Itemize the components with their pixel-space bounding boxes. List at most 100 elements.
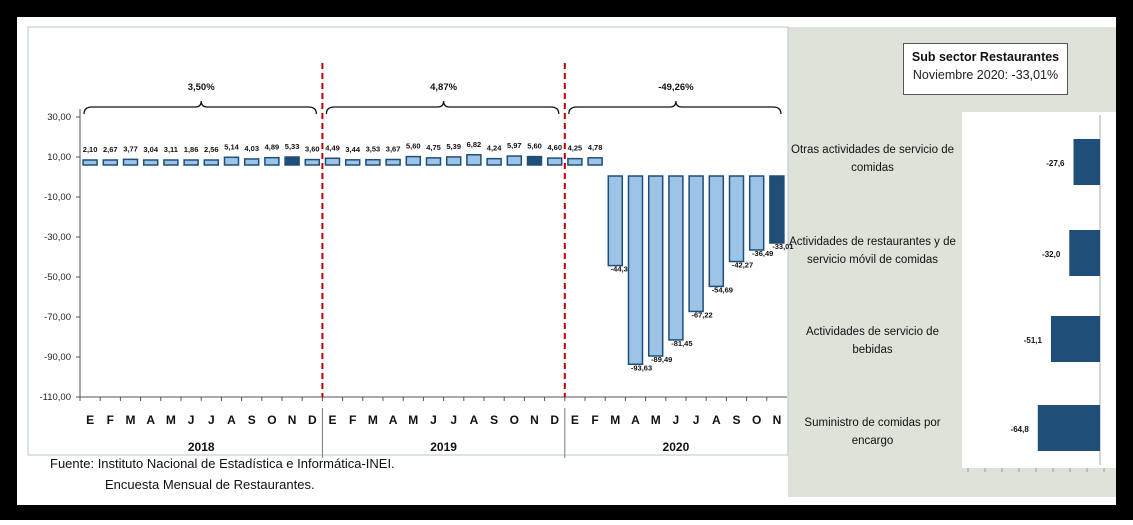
bar <box>163 159 179 166</box>
bar-value-label: 6,82 <box>467 140 482 149</box>
right-label-3-line2: encargo <box>851 435 894 447</box>
bar <box>425 157 442 166</box>
hbar <box>1050 316 1100 362</box>
bar <box>142 159 159 166</box>
month-label: M <box>610 413 620 427</box>
bar <box>688 175 704 313</box>
month-label: O <box>510 413 519 427</box>
bar-value-label: -33,01 <box>772 242 793 251</box>
bar-value-label: 3,60 <box>305 145 320 154</box>
year-annotation: 3,50% <box>188 82 215 93</box>
bar-value-label: 1,86 <box>184 145 199 154</box>
y-tick-label: -50,00 <box>44 272 71 283</box>
month-label: A <box>389 413 398 427</box>
hbar-value-label: -51,1 <box>1024 336 1043 345</box>
y-tick-label: -70,00 <box>44 312 71 323</box>
bar <box>668 175 684 341</box>
hbar <box>1073 139 1100 185</box>
year-brace <box>325 100 560 115</box>
month-label: N <box>773 413 782 427</box>
bar <box>344 159 361 166</box>
bar-value-label: 4,49 <box>325 143 340 152</box>
bar <box>526 155 543 166</box>
bar <box>567 157 583 166</box>
month-label: E <box>571 413 579 427</box>
bar-value-label: 4,24 <box>487 144 502 153</box>
bar-value-label: -93,63 <box>631 363 652 372</box>
month-label: A <box>712 413 721 427</box>
right-label-1-line1: Actividades de restaurantes y de <box>789 236 956 248</box>
left-chart-border <box>27 26 789 456</box>
right-label-2-line2: bebidas <box>852 344 893 356</box>
right-label-2: Actividades de servicio de bebidas <box>785 323 960 359</box>
bar-value-label: 4,75 <box>426 143 441 152</box>
month-label: A <box>470 413 479 427</box>
month-label: M <box>651 413 661 427</box>
y-tick-label: -10,00 <box>44 192 71 203</box>
bar <box>728 175 745 263</box>
y-tick-label: 30,00 <box>47 112 71 123</box>
month-label: J <box>693 413 700 427</box>
bar <box>183 159 199 166</box>
bar <box>647 175 664 357</box>
y-tick-label: -30,00 <box>44 232 71 243</box>
bar <box>445 156 462 166</box>
bar-value-label: 2,67 <box>103 145 118 154</box>
year-annotation: 4,87% <box>430 82 457 93</box>
bar <box>587 157 603 166</box>
right-label-2-line1: Actividades de servicio de <box>806 326 939 338</box>
annotation-subtitle: Noviembre 2020: -33,01% <box>912 68 1059 82</box>
month-label: A <box>227 413 236 427</box>
bar <box>304 158 321 166</box>
bar-value-label: -67,22 <box>691 310 712 319</box>
month-label: D <box>550 413 559 427</box>
bar <box>223 156 240 166</box>
hbar-value-label: -32,0 <box>1042 250 1061 259</box>
bar-value-label: 5,14 <box>224 142 239 151</box>
bar-value-label: 4,60 <box>547 143 562 152</box>
bar <box>748 175 765 251</box>
month-label: N <box>530 413 539 427</box>
bar <box>82 159 98 166</box>
bar <box>466 154 482 166</box>
bar-value-label: 4,89 <box>265 143 280 152</box>
bar-value-label: 4,03 <box>244 144 259 153</box>
right-label-0: Otras actividades de servicio de comidas <box>785 141 960 177</box>
right-label-3: Suministro de comidas por encargo <box>785 414 960 450</box>
bar <box>546 157 563 166</box>
bar <box>203 159 220 166</box>
bar-value-label: 3,77 <box>123 144 138 153</box>
hbar-value-label: -64,8 <box>1011 425 1030 434</box>
bar-value-label: 3,67 <box>386 144 401 153</box>
bar-value-label: -81,45 <box>671 339 692 348</box>
year-brace <box>568 100 782 115</box>
year-annotation: -49,26% <box>658 82 694 93</box>
year-label: 2020 <box>663 440 690 454</box>
month-label: F <box>349 413 356 427</box>
month-label: J <box>673 413 680 427</box>
bar <box>324 157 341 166</box>
bar-value-label: 3,11 <box>164 145 178 154</box>
right-label-0-line2: comidas <box>851 162 894 174</box>
bar-value-label: 5,97 <box>507 141 522 150</box>
bar-value-label: -42,27 <box>732 261 753 270</box>
bar-value-label: 5,33 <box>285 142 300 151</box>
source-line-1: Fuente: Instituto Nacional de Estadístic… <box>50 456 395 471</box>
month-label: N <box>288 413 297 427</box>
month-label: D <box>308 413 317 427</box>
bar-value-label: -54,69 <box>712 285 733 294</box>
bar-value-label: -44,30 <box>611 265 632 274</box>
annotation-title: Sub sector Restaurantes <box>911 50 1060 64</box>
bar <box>264 156 280 166</box>
bar <box>405 155 422 166</box>
bar <box>627 175 644 366</box>
bar <box>284 156 300 166</box>
bar <box>122 158 139 166</box>
bar-value-label: -36,49 <box>752 249 773 258</box>
bar <box>708 175 725 288</box>
right-label-0-line1: Otras actividades de servicio de <box>791 144 954 156</box>
year-label: 2018 <box>188 440 215 454</box>
bar <box>385 158 401 166</box>
bar-value-label: 5,39 <box>446 142 461 151</box>
